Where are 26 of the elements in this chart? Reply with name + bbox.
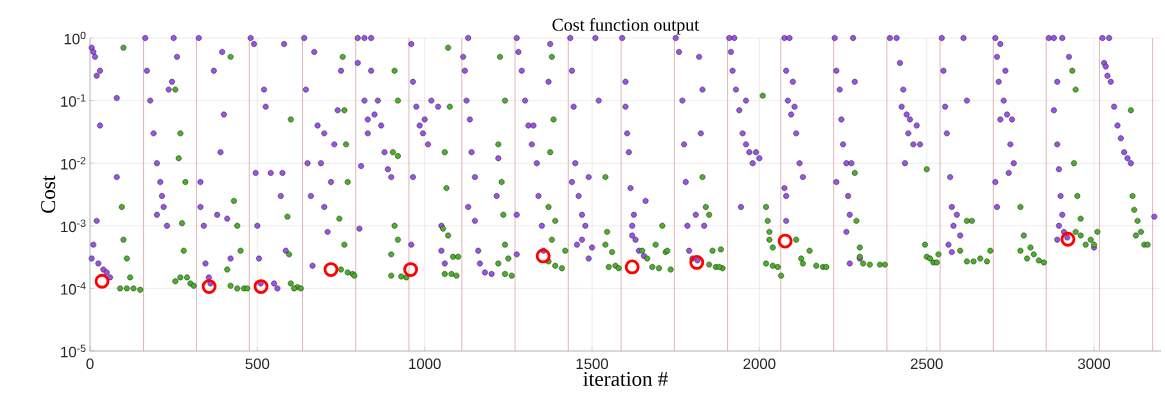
point	[403, 262, 419, 277]
y-tick-label: 10$^{-2}$	[61, 156, 86, 170]
point	[535, 248, 551, 264]
y-tick-label: 10$^{-1}$	[61, 94, 86, 107]
point	[253, 279, 269, 294]
y-tick-label: 10$^{-3}$	[61, 219, 86, 233]
point	[777, 233, 793, 249]
point	[94, 273, 110, 289]
y-axis-title: Cost	[41, 175, 56, 213]
point	[323, 262, 339, 277]
y-tick-label: 10$^{0}$	[64, 31, 86, 45]
x-tick-label: 0	[86, 358, 94, 370]
x-tick-label: 500	[245, 358, 270, 370]
x-tick-label: 2000	[743, 358, 776, 370]
point	[624, 259, 640, 275]
point	[689, 255, 705, 270]
y-tick-label: 10$^{-4}$	[61, 282, 86, 295]
y-tick-label: 10$^{-5}$	[61, 344, 86, 358]
point	[201, 279, 217, 294]
x-axis-title: iteration #	[583, 371, 668, 386]
x-tick-label: 3000	[1078, 358, 1111, 370]
x-tick-label: 1500	[576, 358, 609, 370]
x-tick-label: 1000	[409, 358, 441, 370]
point	[1060, 231, 1076, 247]
chart-title: Cost function output	[552, 18, 700, 35]
x-tick-label: 2500	[910, 358, 943, 370]
